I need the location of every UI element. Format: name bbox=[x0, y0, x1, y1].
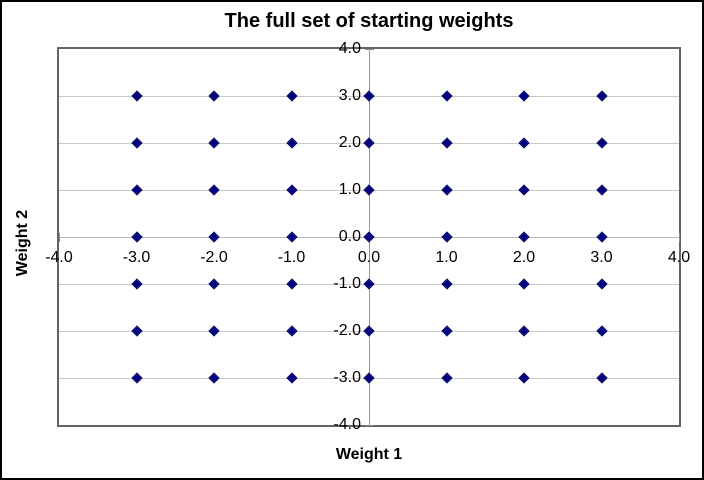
data-point bbox=[208, 231, 220, 243]
y-tick-label: -2.0 bbox=[333, 322, 361, 339]
x-tick-label: -3.0 bbox=[122, 249, 151, 266]
x-axis-tick bbox=[679, 233, 680, 242]
data-point bbox=[595, 231, 608, 243]
y-tick-label: 3.0 bbox=[338, 87, 361, 104]
data-point bbox=[363, 278, 375, 290]
chart-title: The full set of starting weights bbox=[224, 10, 514, 32]
data-point bbox=[208, 184, 220, 196]
data-point bbox=[595, 137, 608, 149]
data-point bbox=[595, 278, 608, 290]
data-point bbox=[208, 137, 220, 149]
x-tick-label: -4.0 bbox=[45, 249, 73, 266]
data-point bbox=[363, 231, 375, 243]
data-point bbox=[518, 231, 530, 243]
data-point bbox=[130, 278, 143, 290]
plot-area: -4.0 -3.0 -2.0 -1.0 0.0 1.0 2.0 3.0 4.0 -4.0 -3.0 -… bbox=[45, 40, 690, 433]
data-point bbox=[595, 184, 608, 196]
data-point bbox=[518, 325, 530, 337]
y-axis-tick bbox=[365, 425, 374, 426]
data-point bbox=[440, 184, 453, 196]
data-point bbox=[363, 372, 375, 384]
x-tick-label: 3.0 bbox=[590, 249, 613, 266]
data-point bbox=[518, 137, 530, 149]
data-point bbox=[208, 372, 220, 384]
x-axis-tick bbox=[59, 233, 60, 242]
data-point bbox=[518, 278, 530, 290]
data-point bbox=[285, 231, 298, 243]
x-tick-label: -1.0 bbox=[277, 249, 306, 266]
data-point bbox=[518, 184, 530, 196]
x-tick-label: 2.0 bbox=[512, 249, 536, 266]
data-point bbox=[440, 90, 453, 102]
y-tick-label: -4.0 bbox=[333, 416, 361, 433]
data-point bbox=[208, 278, 220, 290]
data-point bbox=[130, 184, 143, 196]
data-point bbox=[518, 372, 530, 384]
x-tick-label: 0.0 bbox=[357, 249, 381, 266]
data-point bbox=[208, 90, 220, 102]
data-point bbox=[440, 325, 453, 337]
data-point bbox=[595, 90, 608, 102]
data-point bbox=[130, 231, 143, 243]
data-point bbox=[285, 184, 298, 196]
x-axis-title: Weight 1 bbox=[335, 446, 403, 463]
data-point bbox=[208, 325, 220, 337]
data-point bbox=[595, 325, 608, 337]
y-tick-label: 0.0 bbox=[338, 228, 361, 245]
y-tick-label: 2.0 bbox=[338, 134, 361, 151]
y-axis-title: Weight 2 bbox=[14, 209, 31, 277]
data-point bbox=[440, 372, 453, 384]
data-point bbox=[285, 372, 298, 384]
x-tick-label: -2.0 bbox=[200, 249, 228, 266]
x-tick-label: 4.0 bbox=[667, 249, 691, 266]
data-point bbox=[595, 372, 608, 384]
data-point bbox=[130, 137, 143, 149]
data-point bbox=[285, 325, 298, 337]
data-point bbox=[285, 90, 298, 102]
data-point bbox=[130, 90, 143, 102]
data-point bbox=[285, 137, 298, 149]
data-point bbox=[440, 278, 453, 290]
data-point bbox=[363, 90, 375, 102]
data-point bbox=[130, 372, 143, 384]
y-tick-label: -3.0 bbox=[333, 369, 361, 386]
data-point bbox=[130, 325, 143, 337]
data-point bbox=[285, 278, 298, 290]
y-tick-label: 4.0 bbox=[338, 40, 361, 57]
data-point bbox=[363, 184, 375, 196]
data-point bbox=[363, 137, 375, 149]
y-tick-label: 1.0 bbox=[338, 181, 361, 198]
data-point bbox=[363, 325, 375, 337]
y-axis-tick bbox=[365, 49, 374, 50]
y-tick-label: -1.0 bbox=[333, 275, 361, 292]
data-point bbox=[440, 231, 453, 243]
data-point bbox=[440, 137, 453, 149]
x-tick-label: 1.0 bbox=[435, 249, 458, 266]
data-point bbox=[518, 90, 530, 102]
